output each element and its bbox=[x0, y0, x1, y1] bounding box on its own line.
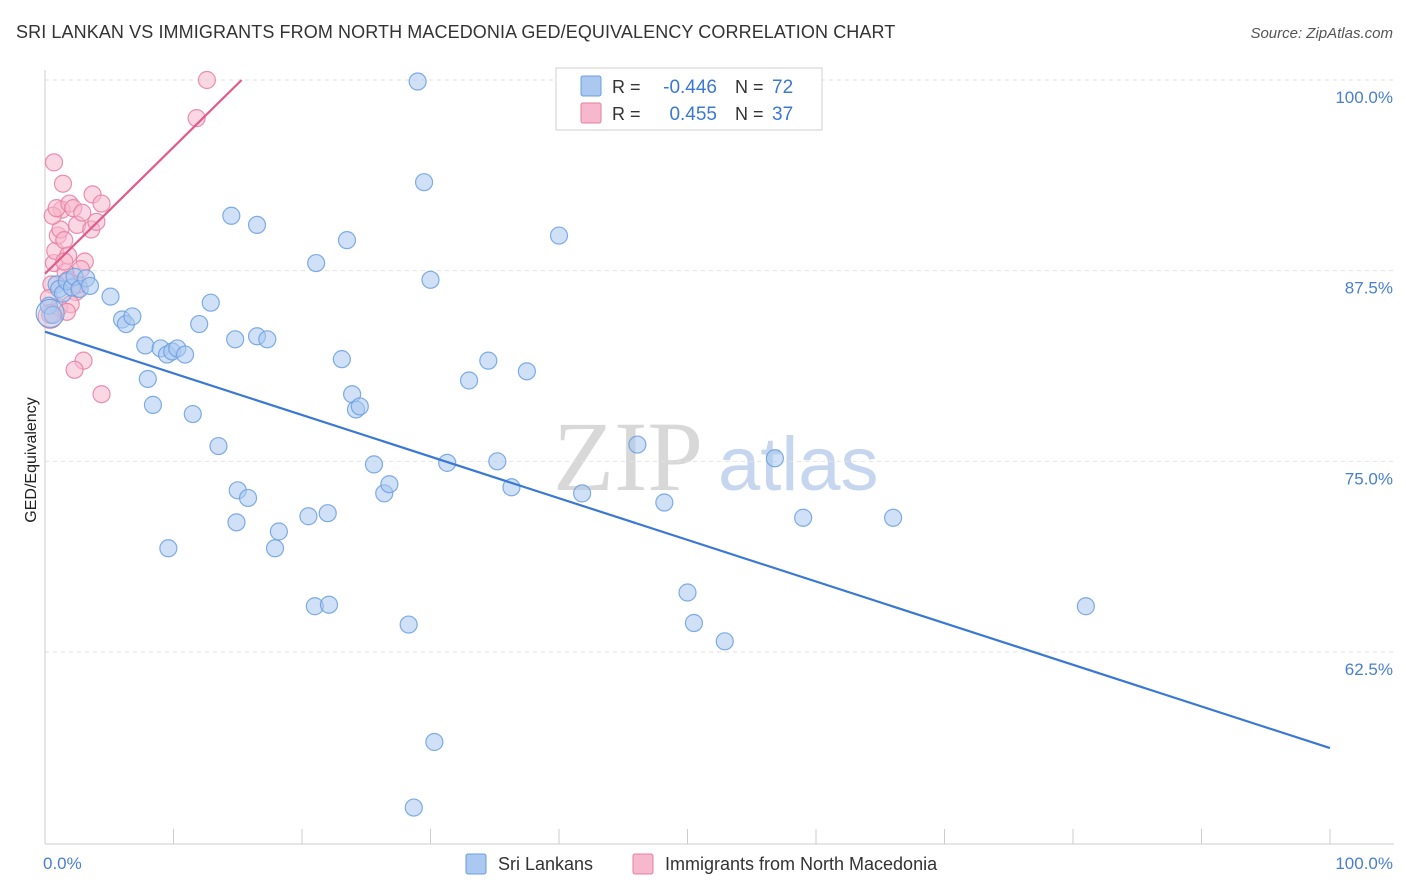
chart-title: SRI LANKAN VS IMMIGRANTS FROM NORTH MACE… bbox=[16, 22, 895, 42]
sri-lankans-point-65 bbox=[678, 583, 697, 602]
watermark-atlas: atlas bbox=[718, 422, 879, 507]
gridlines bbox=[45, 79, 1394, 653]
watermark: ZIP atlas bbox=[553, 401, 879, 512]
sri-lankans-point-66 bbox=[684, 613, 704, 633]
x-axis-ticks bbox=[44, 829, 1331, 844]
y-tick-label-3: 62.5% bbox=[1345, 660, 1393, 679]
sri-lankans-point-34 bbox=[227, 513, 246, 532]
north-macedonia-point-27 bbox=[65, 360, 84, 379]
north-macedonia-point-23 bbox=[92, 194, 111, 213]
sri-lankans-point-45 bbox=[380, 475, 399, 494]
legend-swatch-pink bbox=[580, 102, 602, 124]
sri-lankans-point-71 bbox=[1076, 597, 1095, 616]
sri-lankans-point-63 bbox=[628, 435, 647, 454]
y-tick-label-1: 87.5% bbox=[1345, 279, 1393, 298]
sri-lankans-point-24 bbox=[190, 314, 209, 334]
sri-lankans-point-1 bbox=[43, 305, 62, 325]
sri-lankans-point-58 bbox=[488, 452, 507, 471]
bottom-legend-swatch-pink bbox=[632, 853, 654, 875]
sri-lankans-point-39 bbox=[337, 231, 357, 250]
sri-lankans-point-67 bbox=[715, 632, 734, 651]
sri-lankans-point-16 bbox=[138, 369, 157, 389]
sri-lankans-point-46 bbox=[350, 397, 369, 416]
chart-source: Source: ZipAtlas.com bbox=[1250, 25, 1393, 42]
sri-lankans-point-54 bbox=[421, 270, 440, 289]
legend-r-label-1: R = bbox=[612, 77, 641, 97]
legend-n-label-2: N = bbox=[735, 104, 764, 124]
sri-lankans-point-32 bbox=[269, 522, 288, 541]
y-tick-label-0: 100.0% bbox=[1335, 88, 1393, 107]
sri-lankans-point-68 bbox=[765, 449, 784, 468]
sri-lankans-point-15 bbox=[136, 336, 155, 355]
sri-lankans-point-62 bbox=[573, 484, 592, 503]
x-tick-label-100: 100.0% bbox=[1335, 854, 1393, 873]
legend-r-value-1: -0.446 bbox=[663, 77, 717, 98]
legend-r-value-2: 0.455 bbox=[669, 104, 717, 125]
bottom-legend-label-sri-lankans: Sri Lankans bbox=[498, 854, 593, 874]
sri-lankans-point-40 bbox=[332, 350, 351, 369]
sri-lankans-point-22 bbox=[175, 345, 195, 364]
sri-lankans-point-47 bbox=[318, 504, 337, 523]
legend-r-label-2: R = bbox=[612, 104, 641, 124]
sri-lankans-point-31 bbox=[258, 330, 277, 349]
sri-lankans-point-70 bbox=[883, 508, 903, 527]
sri-lankans-point-17 bbox=[143, 395, 163, 414]
sri-lankans-point-60 bbox=[517, 362, 536, 381]
y-axis-label: GED/Equivalency bbox=[23, 397, 40, 522]
sri-lankans-point-53 bbox=[414, 173, 434, 192]
trend-lines bbox=[44, 79, 1331, 750]
bottom-legend-label-north-macedonia: Immigrants from North Macedonia bbox=[665, 854, 938, 874]
sri-lankans-point-42 bbox=[364, 455, 384, 474]
sri-lankans-cluster-point bbox=[35, 298, 65, 328]
north-macedonia-point-28 bbox=[92, 385, 111, 404]
sri-lankans-point-69 bbox=[794, 508, 813, 527]
sri-lankans-point-50 bbox=[319, 595, 339, 614]
sri-lankans-point-14 bbox=[123, 307, 142, 326]
x-tick-label-0: 0.0% bbox=[43, 854, 82, 873]
sri-lankans-trend-line bbox=[44, 330, 1331, 750]
sri-lankans-point-26 bbox=[209, 436, 228, 456]
sri-lankans-point-29 bbox=[238, 488, 258, 508]
sri-lankans-point-59 bbox=[502, 478, 521, 497]
sri-lankans-point-56 bbox=[459, 371, 479, 390]
legend-n-value-1: 72 bbox=[772, 77, 793, 98]
sri-lankans-point-51 bbox=[399, 615, 418, 634]
sri-lankans-point-33 bbox=[265, 539, 285, 558]
sri-lankans-point-72 bbox=[425, 732, 444, 752]
sri-lankans-point-73 bbox=[404, 798, 423, 817]
sri-lankans-point-35 bbox=[159, 539, 178, 558]
sri-lankans-point-23 bbox=[183, 404, 202, 424]
legend-n-value-2: 37 bbox=[772, 104, 793, 125]
y-tick-labels: 100.0% 87.5% 75.0% 62.5% bbox=[1335, 88, 1393, 679]
north-macedonia-point-35 bbox=[73, 203, 92, 222]
north-macedonia-point-31 bbox=[187, 109, 206, 128]
sri-lankans-point-57 bbox=[479, 351, 498, 370]
north-macedonia-point-32 bbox=[197, 70, 217, 90]
sri-lankans-point-25 bbox=[201, 293, 220, 312]
sri-lankans-point-36 bbox=[222, 206, 241, 225]
sri-lankans-point-52 bbox=[408, 72, 427, 91]
bottom-legend-swatch-blue bbox=[465, 853, 487, 875]
sri-lankans-point-64 bbox=[655, 493, 674, 512]
north-macedonia-point-29 bbox=[44, 153, 64, 172]
bottom-legend: Sri Lankans Immigrants from North Macedo… bbox=[465, 853, 938, 875]
series-sri-lankans bbox=[35, 72, 1095, 817]
y-tick-label-2: 75.0% bbox=[1345, 469, 1393, 488]
legend-n-label-1: N = bbox=[735, 77, 764, 97]
sri-lankans-point-27 bbox=[226, 330, 245, 349]
sri-lankans-point-38 bbox=[307, 253, 326, 273]
sri-lankans-point-48 bbox=[299, 507, 318, 526]
legend-swatch-blue bbox=[580, 75, 602, 97]
sri-lankans-point-10 bbox=[80, 276, 100, 296]
north-macedonia-trend-line bbox=[44, 79, 243, 275]
north-macedonia-point-12 bbox=[53, 174, 73, 193]
sri-lankans-point-37 bbox=[247, 215, 267, 235]
north-macedonia-point-30 bbox=[55, 252, 74, 271]
sri-lankans-point-11 bbox=[101, 287, 120, 306]
legend-box: R = -0.446 N = 72 R = 0.455 N = 37 bbox=[555, 67, 823, 131]
north-macedonia-point-7 bbox=[55, 231, 74, 250]
sri-lankans-point-61 bbox=[549, 226, 569, 245]
